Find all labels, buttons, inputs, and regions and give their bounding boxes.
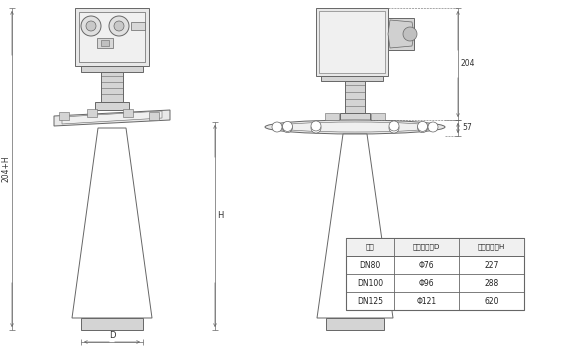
Bar	[316, 8, 388, 76]
Circle shape	[311, 123, 321, 133]
Text: 喇叭口高度H: 喇叭口高度H	[478, 244, 505, 250]
Circle shape	[282, 123, 292, 132]
Polygon shape	[317, 134, 393, 318]
Bar	[59, 112, 69, 120]
Bar	[87, 109, 97, 117]
Circle shape	[403, 27, 417, 41]
Bar	[95, 102, 129, 110]
Text: 620: 620	[484, 297, 499, 305]
Circle shape	[86, 21, 96, 31]
Text: H: H	[217, 211, 223, 221]
Bar	[101, 40, 109, 46]
Bar	[340, 113, 370, 120]
Text: DN80: DN80	[360, 261, 381, 269]
Circle shape	[418, 123, 427, 132]
Bar	[123, 109, 133, 117]
Bar	[346, 238, 524, 310]
Bar	[131, 22, 145, 30]
Polygon shape	[54, 110, 170, 126]
Bar	[97, 38, 113, 48]
Circle shape	[109, 16, 129, 36]
Bar	[81, 66, 143, 72]
Bar	[149, 112, 159, 120]
Circle shape	[282, 122, 292, 131]
Ellipse shape	[265, 120, 445, 134]
Text: 227: 227	[484, 261, 498, 269]
Bar	[346, 238, 524, 256]
Polygon shape	[72, 128, 152, 318]
Bar	[345, 81, 365, 113]
Bar	[371, 113, 385, 120]
Circle shape	[389, 123, 399, 133]
Text: 288: 288	[484, 278, 498, 288]
Text: 204: 204	[461, 59, 475, 68]
Text: Φ121: Φ121	[417, 297, 436, 305]
Text: DN100: DN100	[357, 278, 383, 288]
Polygon shape	[388, 20, 414, 48]
Bar	[388, 18, 414, 50]
Circle shape	[311, 121, 321, 131]
Text: DN125: DN125	[357, 297, 383, 305]
Text: 喇叭口直徑D: 喇叭口直徑D	[413, 244, 440, 250]
Circle shape	[81, 16, 101, 36]
Circle shape	[114, 21, 124, 31]
Bar	[79, 12, 145, 62]
Text: 法蘭: 法蘭	[366, 244, 374, 250]
Text: D: D	[109, 332, 116, 340]
Bar	[75, 8, 149, 66]
Bar	[81, 318, 143, 330]
Polygon shape	[62, 111, 162, 124]
Bar	[325, 113, 339, 120]
Ellipse shape	[275, 122, 435, 132]
Bar	[319, 11, 385, 73]
Text: Φ96: Φ96	[419, 278, 434, 288]
Circle shape	[389, 121, 399, 131]
Bar	[326, 318, 384, 330]
Circle shape	[418, 122, 427, 131]
Text: Φ76: Φ76	[419, 261, 434, 269]
Text: 57: 57	[462, 123, 472, 132]
Bar	[101, 72, 123, 102]
Bar	[321, 76, 383, 81]
Circle shape	[272, 122, 282, 132]
Circle shape	[428, 122, 438, 132]
Text: 204+H: 204+H	[2, 156, 10, 182]
